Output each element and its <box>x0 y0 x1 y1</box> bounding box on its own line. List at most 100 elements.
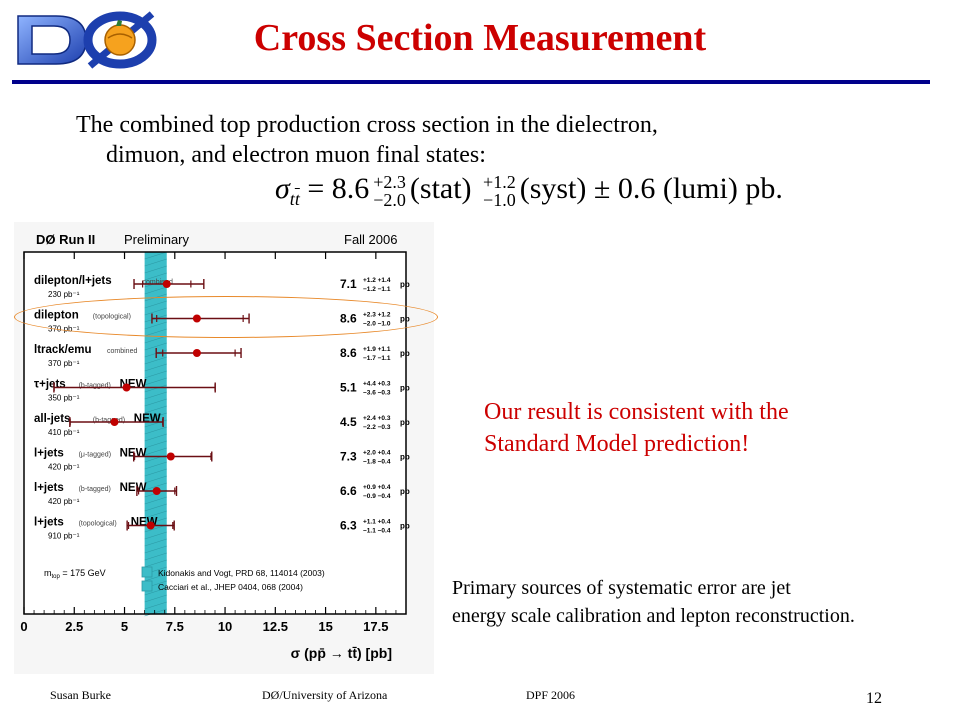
measurement-point <box>192 349 201 357</box>
measurement-new-badge: NEW <box>134 413 161 425</box>
x-axis-label: σ (pp̄ → tt̄) [pb] <box>291 645 392 661</box>
theory-band-hatch <box>144 265 167 274</box>
measurement-name: ltrack/emu <box>34 344 92 356</box>
x-tick-label: 12.5 <box>263 619 288 634</box>
formula-stat-minus: −2.0 <box>373 190 406 211</box>
theory-band-hatch <box>144 594 167 603</box>
theory-band-hatch <box>144 384 167 393</box>
measurement-point <box>166 452 175 461</box>
measurement-lumi: 410 pb⁻¹ <box>48 428 80 437</box>
intro-line-2: dimuon, and electron muon final states: <box>106 142 486 168</box>
measurement-unit: pb <box>400 384 410 393</box>
systematic-line-2: energy scale calibration and lepton reco… <box>452 605 855 627</box>
d0-experiment-logo: ℰ <box>17 11 157 69</box>
measurement-unit: pb <box>400 280 410 289</box>
chart-header-experiment: DØ Run II <box>36 232 95 247</box>
measurement-value-label: 5.1 <box>340 381 357 395</box>
theory-band-hatch <box>144 468 167 477</box>
measurement-error-down-label: −3.6 −0.3 <box>363 390 391 397</box>
legend-swatch <box>141 580 153 592</box>
formula-syst-minus: −1.0 <box>483 190 516 211</box>
measurement-error-down-label: −1.1 −0.4 <box>363 528 391 535</box>
measurement-value-label: 7.3 <box>340 450 357 464</box>
theory-band-hatch <box>144 559 167 568</box>
measurement-tag: (topological) <box>79 521 117 528</box>
theory-band-hatch <box>144 496 167 505</box>
cross-section-formula: σtt = 8.6 +2.3 −2.0 (stat) +1.2 −1.0 (syst) ±… <box>275 172 783 211</box>
systematic-line-1: Primary sources of systematic error are … <box>452 577 791 599</box>
formula-lumi: ± 0.6 <box>593 172 656 205</box>
formula-syst-plus: +1.2 <box>483 172 516 193</box>
formula-unit: pb. <box>745 172 783 205</box>
theory-band-hatch <box>144 286 167 295</box>
legend-entry: Cacciari et al., JHEP 0404, 068 (2004) <box>158 582 303 592</box>
measurement-point <box>162 280 171 288</box>
theory-band-hatch <box>144 377 167 386</box>
measurement-error-up-label: +4.4 +0.3 <box>363 381 391 388</box>
measurement-lumi: 420 pb⁻¹ <box>48 497 80 506</box>
theory-band-hatch <box>144 426 167 435</box>
measurement-error-up-label: +1.2 +1.4 <box>363 277 391 284</box>
measurement-error-up-label: +2.0 +0.4 <box>363 450 391 457</box>
x-tick-label: 10 <box>218 619 232 634</box>
x-tick-label: 7.5 <box>166 619 184 634</box>
theory-band-hatch <box>144 461 167 470</box>
footer-conference: DPF 2006 <box>526 688 576 702</box>
measurement-lumi: 230 pb⁻¹ <box>48 290 80 299</box>
theory-band-hatch <box>144 475 167 484</box>
footer-affiliation: DØ/University of Arizona <box>262 688 388 702</box>
measurement-name: l+jets <box>34 448 64 460</box>
theory-band-hatch <box>144 510 167 519</box>
measurement-point <box>110 418 119 426</box>
consistency-line-1: Our result is consistent with the <box>484 399 789 425</box>
measurement-unit: pb <box>400 349 410 358</box>
theory-band-hatch <box>144 398 167 407</box>
theory-band-hatch <box>144 573 167 582</box>
footer-author: Susan Burke <box>50 688 111 702</box>
measurement-error-down-label: −1.2 −1.1 <box>363 286 391 293</box>
formula-lumi-label: (lumi) <box>662 172 738 205</box>
cross-section-chart: DØ Run II Preliminary Fall 2006 dilepton/l+… <box>14 222 434 674</box>
theory-band-hatch <box>144 531 167 540</box>
measurement-unit: pb <box>400 453 410 462</box>
measurement-lumi: 370 pb⁻¹ <box>48 359 80 368</box>
measurement-error-up-label: +1.9 +1.1 <box>363 346 391 353</box>
measurement-value-label: 4.5 <box>340 415 357 429</box>
svg-text:ℰ: ℰ <box>36 34 49 54</box>
theory-band-hatch <box>144 335 167 344</box>
theory-band-hatch <box>144 405 167 414</box>
theory-band-hatch <box>144 370 167 379</box>
x-tick-label: 2.5 <box>65 619 83 634</box>
theory-band-hatch <box>144 601 167 610</box>
theory-band-hatch <box>144 391 167 400</box>
theory-band-hatch <box>144 545 167 554</box>
chart-header-date: Fall 2006 <box>344 232 397 247</box>
measurement-name: l+jets <box>34 517 64 529</box>
measurement-value-label: 6.6 <box>340 484 357 498</box>
measurement-value-label: 7.1 <box>340 277 357 291</box>
formula-stat-label: (stat) <box>409 172 472 205</box>
dilepton-highlight-ellipse <box>14 296 438 338</box>
formula-central: 8.6 <box>331 172 370 205</box>
measurement-point <box>122 383 131 392</box>
x-tick-label: 0 <box>20 619 27 634</box>
chart-header-preliminary: Preliminary <box>124 232 190 247</box>
measurement-error-up-label: +0.9 +0.4 <box>363 484 391 491</box>
formula-syst-label: (syst) <box>519 172 587 205</box>
measurement-tag: (b-tagged) <box>93 417 125 424</box>
theory-band-hatch <box>144 356 167 365</box>
measurement-error-down-label: −1.8 −0.4 <box>363 459 391 466</box>
theory-band-hatch <box>144 587 167 596</box>
slide-title: Cross Section Measurement <box>253 17 707 59</box>
intro-line-1: The combined top production cross sectio… <box>76 112 658 138</box>
measurement-tag: combined <box>143 279 173 286</box>
measurement-error-down-label: −0.9 −0.4 <box>363 493 391 500</box>
theory-band-hatch <box>144 258 167 267</box>
measurement-error-up-label: +1.1 +0.4 <box>363 519 391 526</box>
theory-band-hatch <box>144 447 167 456</box>
measurement-unit: pb <box>400 418 410 427</box>
measurement-lumi: 420 pb⁻¹ <box>48 463 80 472</box>
measurement-name: τ+jets <box>34 379 66 391</box>
theory-band-hatch <box>144 440 167 449</box>
theory-band-hatch <box>144 608 167 617</box>
